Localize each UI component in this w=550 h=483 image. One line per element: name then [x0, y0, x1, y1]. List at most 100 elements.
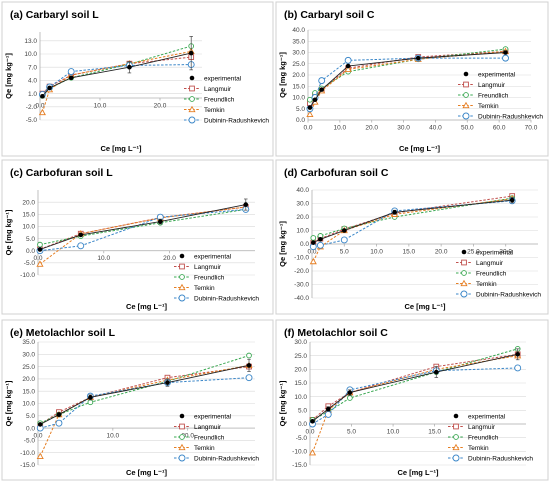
legend-swatch	[179, 253, 185, 259]
x-tick-label: 40.0	[429, 125, 442, 132]
legend-label: experimental	[468, 413, 506, 420]
temkin-point	[344, 65, 352, 73]
y-tick-label: 30.0	[22, 352, 35, 359]
experimental-point	[307, 105, 313, 110]
legend-swatch	[178, 283, 186, 291]
legend-label: Temkin	[194, 445, 215, 452]
legend-swatch	[178, 294, 186, 302]
y-tick-label: 0.0	[296, 117, 305, 124]
y-tick-label: 20.0	[294, 367, 307, 374]
y-tick-label: 20.0	[22, 376, 35, 383]
y-tick-label: 10.0	[292, 95, 305, 102]
panel-title: (a) Carbaryl soil L	[10, 9, 99, 21]
x-tick-label: 20.0	[163, 255, 176, 262]
legend-label: Dubinin-Radushkevich	[194, 455, 259, 462]
legend-label: Freundlich	[476, 270, 507, 277]
dubinin-point	[318, 77, 326, 85]
y-axis-label: Qe [mg kg⁻¹]	[278, 52, 287, 98]
legend-label: Temkin	[468, 445, 489, 452]
panel-frame	[275, 319, 549, 481]
temkin-point	[36, 260, 44, 267]
legend-label: Langmuir	[194, 264, 222, 271]
y-tick-label: 5.0	[26, 413, 35, 420]
legend-label: Langmuir	[468, 424, 496, 431]
experimental-point	[503, 50, 508, 55]
legend: experimental Langmuir Freundlich Temkin Dubi…	[174, 413, 259, 462]
y-tick-label: 0.0	[298, 421, 307, 428]
y-tick-label: 20.0	[292, 72, 305, 79]
legend-swatch	[452, 443, 460, 451]
legend: experimental Langmuir Freundlich Temkin Dubi…	[448, 413, 533, 462]
panel-1: (b) Carbaryl soil C 0.0 5.0 10.0 15.0 20.0 25.…	[275, 1, 549, 157]
legend-label: Temkin	[194, 285, 215, 292]
x-tick-label: 50.0	[461, 125, 474, 132]
y-tick-label: 15.0	[22, 211, 35, 218]
dubinin-point	[514, 364, 522, 372]
legend-label: Freundlich	[478, 92, 509, 99]
legend-label: experimental	[478, 71, 516, 78]
y-tick-label: 10.0	[296, 228, 309, 235]
experimental-point	[243, 202, 249, 207]
experimental-point	[325, 406, 331, 412]
y-tick-label: 25.0	[294, 353, 307, 360]
experimental-point	[47, 85, 52, 91]
legend-swatch	[179, 274, 185, 280]
experimental-point	[68, 75, 74, 81]
panel-5: (f) Metolachlor soil C-15.0-10.0-5.00.05…	[275, 319, 549, 481]
experimental-point	[341, 228, 347, 233]
y-tick-label: 1.0	[28, 91, 37, 98]
y-tick-label: -30.0	[294, 282, 309, 289]
temkin-line	[39, 364, 250, 457]
y-tick-label: 35.0	[292, 38, 305, 45]
y-tick-label: 15.0	[22, 388, 35, 395]
y-tick-label: -5.0	[24, 260, 36, 267]
freundlich-point	[246, 352, 252, 359]
langmuir-line	[309, 50, 506, 104]
y-tick-label: 40.0	[292, 27, 305, 34]
temkin-point	[306, 110, 314, 118]
y-tick-label: 20.0	[296, 214, 309, 221]
y-tick-label: -10.0	[294, 255, 309, 262]
experimental-point	[392, 209, 397, 215]
legend-swatch	[462, 112, 470, 120]
legend-swatch	[461, 270, 467, 276]
experimental-point	[127, 64, 132, 70]
y-tick-label: 15.0	[292, 83, 305, 90]
experimental-point	[40, 93, 45, 99]
temkin-point	[36, 452, 44, 460]
y-tick-label: 35.0	[22, 339, 35, 346]
x-tick-label: 30.0	[397, 125, 410, 132]
x-tick-label: 15.0	[403, 249, 416, 256]
x-tick-label: 0.0	[307, 249, 316, 256]
x-tick-label: 20.0	[181, 433, 194, 440]
freundlich-point	[307, 96, 313, 103]
temkin-line	[39, 206, 246, 265]
x-tick-label: 10.0	[387, 429, 400, 436]
panel-title: (f) Metolachlor soil C	[284, 327, 388, 339]
experimental-point	[345, 63, 351, 69]
y-tick-label: 0.0	[26, 425, 35, 432]
experimental-point	[246, 363, 252, 368]
experimental-point	[415, 55, 421, 61]
series-experimental	[307, 50, 508, 110]
panel-2: (c) Carbofuran soil L-10.0-5.00.05.010.0…	[1, 159, 274, 315]
y-tick-label: 5.0	[298, 408, 307, 415]
y-axis-label: Qe [mg kg⁻¹]	[4, 53, 13, 99]
x-axis-label: Ce [mg L⁻¹]	[397, 468, 439, 477]
series-experimental	[310, 197, 515, 245]
experimental-point	[78, 232, 84, 238]
legend-label: Dubinin-Radushkevich	[194, 295, 259, 302]
freundlich-point	[347, 395, 353, 401]
legend-swatch	[453, 434, 459, 440]
legend-swatch	[189, 96, 195, 102]
experimental-point	[312, 97, 318, 103]
y-tick-label: 5.0	[296, 106, 305, 113]
legend-swatch	[452, 454, 460, 462]
legend-label: Dubinin-Radushkevich	[468, 455, 533, 462]
y-axis-label: Qe [mg kg⁻¹]	[278, 380, 287, 426]
x-axis-label: Ce [mg L⁻¹]	[399, 144, 441, 153]
y-tick-label: 10.0	[24, 51, 37, 58]
dubinin-point	[340, 236, 348, 244]
dubinin-point	[316, 241, 324, 249]
legend-label: experimental	[204, 75, 242, 82]
